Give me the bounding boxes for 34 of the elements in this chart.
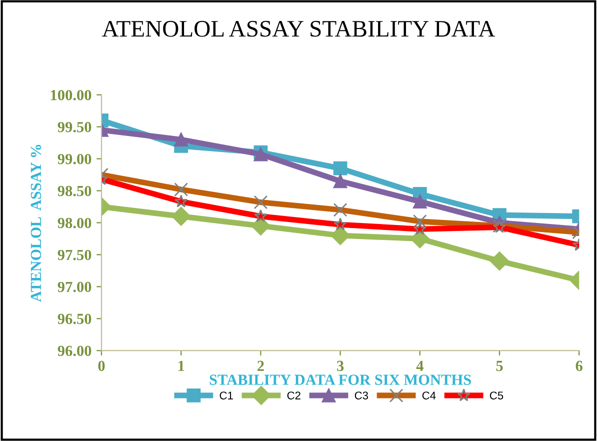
legend-label: C1 — [220, 392, 233, 400]
x-tick-label: 4 — [416, 360, 424, 371]
x-tick-label: 6 — [576, 360, 582, 372]
point — [174, 132, 188, 147]
point — [413, 222, 427, 235]
x-tick-label: 2 — [258, 360, 264, 371]
legend-label: C3 — [354, 392, 368, 400]
x-tick-label: 0 — [98, 360, 105, 372]
point — [490, 252, 510, 271]
y-tick-label: 97.00 — [58, 282, 92, 292]
x-axis-title: STABILITY DATA FOR SIX MONTHS — [210, 374, 471, 385]
legend-label: C2 — [287, 392, 300, 400]
y-tick-label: 100.00 — [50, 90, 92, 100]
point — [333, 174, 348, 188]
y-tick-label: 98.00 — [58, 218, 92, 228]
point — [412, 194, 427, 209]
y-tick-label: 99.00 — [58, 154, 92, 164]
point — [172, 206, 191, 226]
point — [334, 218, 347, 230]
point — [174, 194, 188, 208]
legend-label: C4 — [422, 392, 436, 400]
x-tick-label: 5 — [496, 360, 503, 372]
x-tick-label: 1 — [178, 360, 184, 371]
y-tick-label: 96.50 — [58, 314, 92, 324]
y-tick-label: 97.50 — [58, 250, 92, 260]
point — [254, 209, 268, 222]
y-tick-label: 99.50 — [58, 122, 92, 132]
legend-label: C5 — [490, 392, 504, 400]
y-axis-title: ATENOLOL ASSAY % — [30, 144, 42, 302]
y-tick-label: 96.00 — [58, 346, 92, 356]
chart-title: ATENOLOL ASSAY STABILITY DATA — [102, 20, 496, 37]
y-tick-label: 98.50 — [58, 186, 92, 196]
x-tick-label: 3 — [337, 360, 344, 372]
point — [333, 161, 348, 176]
